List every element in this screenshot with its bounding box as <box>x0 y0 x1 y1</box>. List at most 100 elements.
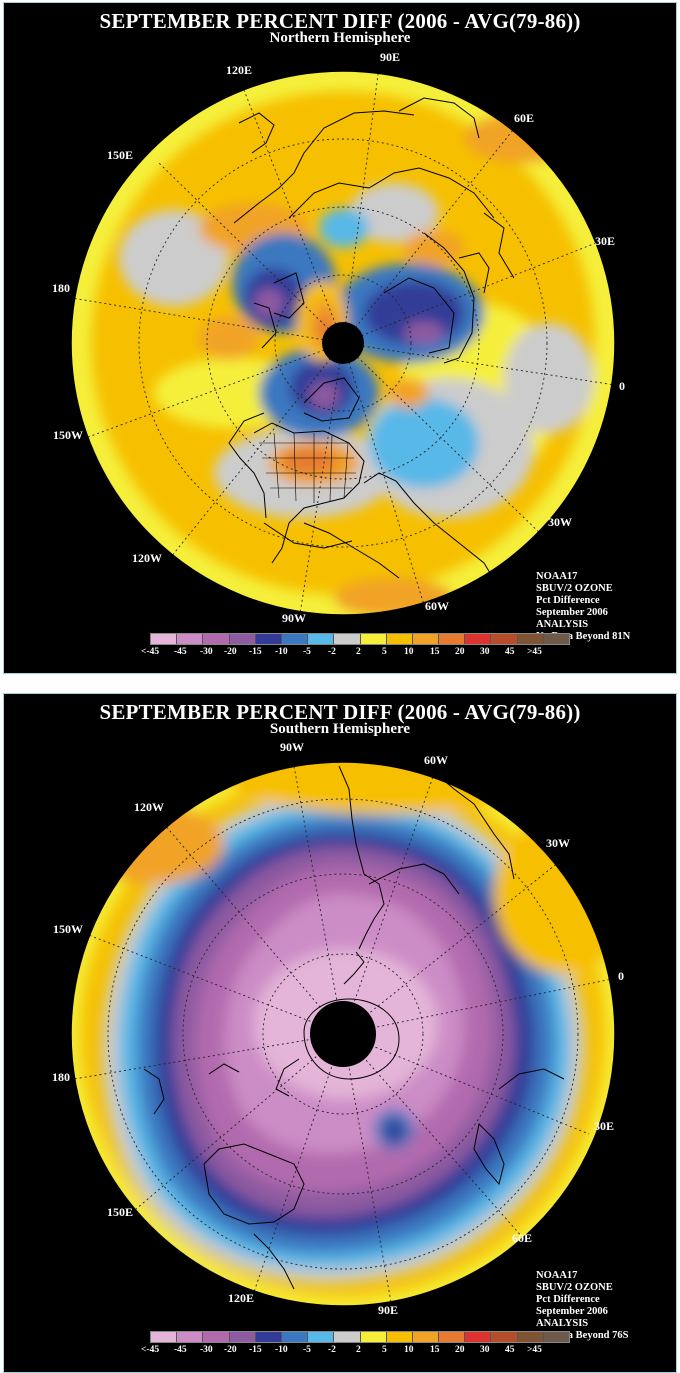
legend-label: >45 <box>527 1345 542 1355</box>
legend-label: -2 <box>328 1345 336 1355</box>
lon-label-90e: 90E <box>380 50 401 64</box>
legend-swatch <box>281 1332 309 1342</box>
graticule <box>71 71 615 615</box>
info-coverage: No Data Beyond 81N <box>536 631 631 642</box>
legend-swatch <box>465 634 492 644</box>
lon-label-120e: 120E <box>228 1291 255 1305</box>
legend-swatch <box>491 1332 518 1342</box>
hemisphere-subtitle: Northern Hemisphere <box>269 30 411 46</box>
legend-swatch <box>281 634 309 644</box>
legend-label: 5 <box>382 647 387 657</box>
lon-label-120e: 120E <box>226 63 253 77</box>
legend-label: 20 <box>455 1345 465 1355</box>
no-data-pole-disc <box>322 322 364 364</box>
legend-swatch <box>177 1332 204 1342</box>
legend-label: 45 <box>505 647 515 657</box>
lon-label-180: 180 <box>52 281 70 295</box>
legend-label: 30 <box>480 647 490 657</box>
legend-swatch <box>308 634 335 644</box>
lon-label-30e: 30E <box>594 1119 615 1133</box>
northern-hemisphere-map <box>70 70 616 616</box>
lon-label-30e: 30E <box>595 234 616 248</box>
legend-swatch <box>203 634 230 644</box>
map-title: SEPTEMBER PERCENT DIFF (2006 - AVG(79-86… <box>99 9 581 33</box>
legend-swatch <box>334 634 361 644</box>
coastlines <box>143 765 565 1290</box>
info-type: ANALYSIS <box>536 619 589 630</box>
legend-label: -20 <box>224 647 237 657</box>
legend-label: -45 <box>174 647 187 657</box>
legend-swatch <box>491 634 518 644</box>
legend-swatch <box>255 1332 282 1342</box>
legend-label: >45 <box>527 647 542 657</box>
legend-label: -30 <box>200 1345 213 1355</box>
lon-label-0: 0 <box>618 969 624 983</box>
info-instrument: SBUV/2 OZONE <box>536 583 613 594</box>
lon-label-60w: 60W <box>425 599 449 613</box>
legend-label: -15 <box>249 647 262 657</box>
graticule <box>73 765 613 1303</box>
info-date: September 2006 <box>536 1306 608 1317</box>
data-info-block: NOAA17 SBUV/2 OZONE Pct Difference Septe… <box>536 1270 628 1342</box>
legend-swatch <box>517 634 544 644</box>
legend-label: 15 <box>430 647 440 657</box>
lon-label-60w: 60W <box>424 753 448 767</box>
info-satellite: NOAA17 <box>536 571 578 582</box>
lon-label-150w: 150W <box>53 922 83 936</box>
info-type: ANALYSIS <box>536 1318 589 1329</box>
color-legend <box>150 1331 570 1343</box>
lon-label-150e: 150E <box>107 1205 134 1219</box>
southern-hemisphere-panel: SEPTEMBER PERCENT DIFF (2006 - AVG(79-86… <box>3 693 677 1373</box>
legend-tick-labels: <-45 -45 -30 -20 -15 -10 -5 -2 2 5 10 15… <box>139 647 559 659</box>
us-state-borders <box>259 432 356 503</box>
lon-label-30w: 30W <box>548 515 572 529</box>
legend-label: 10 <box>404 1345 414 1355</box>
ozone-difference-field <box>71 71 615 615</box>
legend-label: 10 <box>404 647 414 657</box>
lon-label-90w: 90W <box>280 740 304 754</box>
lon-label-30w: 30W <box>546 836 570 850</box>
legend-label: -5 <box>303 647 311 657</box>
lon-label-90e: 90E <box>378 1303 399 1317</box>
lon-label-150w: 150W <box>53 428 83 442</box>
lon-label-120w: 120W <box>132 551 162 565</box>
lon-label-60e: 60E <box>512 1231 533 1245</box>
legend-label: -20 <box>224 1345 237 1355</box>
legend-swatch <box>151 1332 178 1342</box>
legend-label: -15 <box>249 1345 262 1355</box>
info-coverage: No Data Beyond 76S <box>536 1330 629 1341</box>
legend-label: 2 <box>356 1345 361 1355</box>
legend-swatch <box>465 1332 492 1342</box>
lon-label-120w: 120W <box>134 800 164 814</box>
legend-swatch <box>386 1332 413 1342</box>
info-date: September 2006 <box>536 607 608 618</box>
no-data-pole-disc <box>310 1001 376 1067</box>
legend-label: -10 <box>275 1345 288 1355</box>
legend-swatch <box>151 634 178 644</box>
legend-swatch <box>439 634 466 644</box>
legend-swatch <box>412 634 440 644</box>
ozone-difference-field <box>71 762 615 1306</box>
legend-swatch <box>308 1332 335 1342</box>
data-info-block: NOAA17 SBUV/2 OZONE Pct Difference Septe… <box>536 571 630 643</box>
hemisphere-subtitle: Southern Hemisphere <box>269 721 411 737</box>
legend-swatch <box>386 634 413 644</box>
info-quantity: Pct Difference <box>536 595 600 606</box>
lon-label-150e: 150E <box>107 148 134 162</box>
lon-label-0: 0 <box>619 379 625 393</box>
color-legend <box>150 633 570 645</box>
legend-swatch <box>229 634 256 644</box>
legend-label: 20 <box>455 647 465 657</box>
legend-label: -10 <box>275 647 288 657</box>
map-title: SEPTEMBER PERCENT DIFF (2006 - AVG(79-86… <box>99 700 581 724</box>
legend-label: -5 <box>303 1345 311 1355</box>
info-instrument: SBUV/2 OZONE <box>536 1282 613 1293</box>
legend-swatch <box>439 1332 466 1342</box>
lon-label-90w: 90W <box>282 611 306 625</box>
legend-swatch <box>412 1332 440 1342</box>
southern-hemisphere-map <box>70 761 616 1307</box>
legend-label: 5 <box>382 1345 387 1355</box>
legend-label: <-45 <box>141 647 160 657</box>
legend-label: <-45 <box>141 1345 160 1355</box>
legend-swatch <box>360 634 387 644</box>
